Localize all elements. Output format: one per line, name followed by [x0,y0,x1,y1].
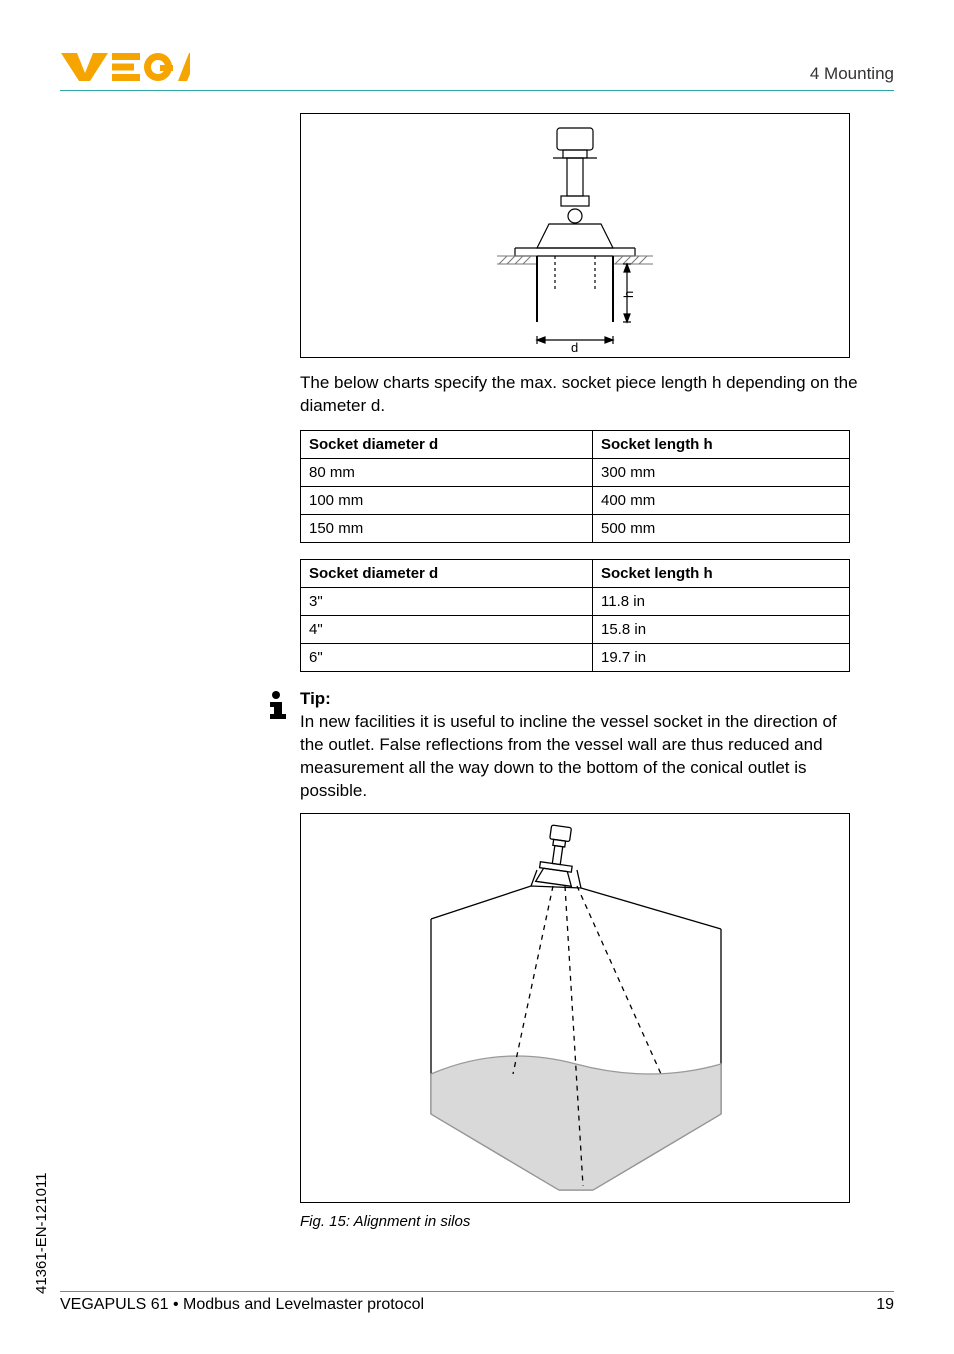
tip-body: In new facilities it is useful to inclin… [300,712,837,800]
socket-table-mm: Socket diameter d Socket length h 80 mm3… [300,430,850,543]
table-row: 100 mm400 mm [301,486,850,514]
table-row: 80 mm300 mm [301,458,850,486]
section-title: 4 Mounting [810,64,894,84]
col-header: Socket length h [593,559,850,587]
tip-block: Tip: In new facilities it is useful to i… [264,688,860,803]
tip-heading: Tip: [300,689,331,708]
footer-left: VEGAPULS 61 • Modbus and Levelmaster pro… [60,1296,424,1314]
socket-diagram-figure: d h [300,113,850,358]
table-row: 3"11.8 in [301,587,850,615]
col-header: Socket length h [593,430,850,458]
figure-caption: Fig. 15: Alignment in silos [300,1213,894,1230]
footer-rule [60,1291,894,1292]
doc-id-vertical: 41361-EN-121011 [33,1173,50,1294]
header-rule [60,90,894,91]
socket-table-in: Socket diameter d Socket length h 3"11.8… [300,559,850,672]
intro-paragraph: The below charts specify the max. socket… [300,372,860,418]
page-header: 4 Mounting [60,50,894,88]
silo-alignment-figure [300,813,850,1203]
table-row: 4"15.8 in [301,615,850,643]
col-header: Socket diameter d [301,559,593,587]
table-row: 6"19.7 in [301,643,850,671]
main-content: d h The below charts specify the max. so… [300,113,894,1230]
page-number: 19 [876,1296,894,1314]
table-row: 150 mm500 mm [301,514,850,542]
h-label: h [621,291,636,298]
page-footer: VEGAPULS 61 • Modbus and Levelmaster pro… [60,1291,894,1314]
d-label: d [571,340,578,355]
vega-logo [60,50,190,84]
info-icon [264,690,292,725]
col-header: Socket diameter d [301,430,593,458]
